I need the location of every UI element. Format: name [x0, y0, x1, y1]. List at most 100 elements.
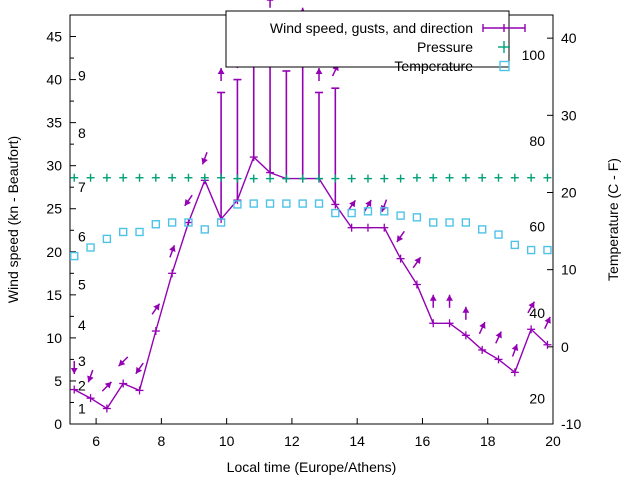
wind-direction-arrow — [101, 381, 113, 392]
x-axis-tick-label: 8 — [157, 433, 165, 449]
temperature-marker — [429, 218, 438, 227]
wind-direction-arrow — [478, 321, 486, 335]
y-axis-title: Wind speed (kn - Beaufort) — [5, 136, 21, 303]
beaufort-label: 8 — [78, 125, 86, 141]
y2-axis-title: Temperature (C - F) — [605, 158, 621, 281]
legend-box — [225, 10, 510, 68]
legend-label: Temperature — [394, 58, 473, 74]
y2-axis-tick-label: 0 — [561, 339, 569, 355]
wind-direction-arrow — [87, 369, 94, 383]
temperature-marker — [86, 243, 95, 252]
wind-direction-arrow — [527, 301, 536, 314]
x-axis-tick-label: 10 — [219, 433, 235, 449]
temperature-marker — [298, 199, 307, 208]
y-axis-tick-label: 20 — [46, 244, 62, 260]
temperature-marker — [118, 227, 128, 237]
wind-direction-arrow — [201, 151, 208, 165]
y2-axis-tick-label: 20 — [561, 184, 577, 200]
fahrenheit-label: 100 — [522, 47, 546, 63]
temperature-marker — [265, 199, 275, 208]
legend-label: Wind speed, gusts, and direction — [270, 20, 473, 36]
x-axis-tick-label: 14 — [349, 433, 365, 449]
temperature-marker — [102, 234, 112, 244]
beaufort-label: 5 — [78, 277, 86, 293]
beaufort-label: 3 — [78, 353, 86, 369]
wind-direction-arrow — [315, 67, 323, 81]
x-axis-tick-label: 6 — [92, 433, 100, 449]
temperature-marker — [380, 207, 389, 216]
temperature-marker — [200, 225, 209, 234]
fahrenheit-label: 40 — [529, 305, 545, 321]
wind-speed-line — [73, 155, 548, 410]
y-axis-tick-label: 5 — [54, 373, 62, 389]
temperature-marker — [494, 230, 503, 239]
temperature-marker — [70, 251, 79, 261]
beaufort-label: 4 — [78, 317, 86, 333]
plot-frame — [69, 14, 554, 425]
x-axis-tick-label: 20 — [545, 433, 561, 449]
temperature-marker — [543, 245, 552, 255]
beaufort-label: 6 — [78, 228, 86, 244]
temperature-marker — [347, 208, 356, 218]
temperature-marker — [249, 199, 258, 208]
wind-direction-arrow — [70, 361, 78, 375]
wind-direction-arrow — [217, 67, 225, 81]
temperature-marker — [314, 199, 324, 208]
wind-direction-arrow — [364, 199, 372, 212]
x-axis-tick-label: 16 — [415, 433, 431, 449]
wind-direction-arrow — [462, 306, 470, 320]
beaufort-label: 9 — [78, 67, 86, 83]
temperature-marker — [526, 245, 536, 255]
y-axis-tick-label: 10 — [46, 330, 62, 346]
beaufort-label: 1 — [78, 401, 86, 417]
wind-direction-arrow — [118, 356, 129, 367]
temperature-marker — [363, 207, 373, 216]
y-axis-tick-label: 40 — [46, 72, 62, 88]
temperature-marker — [233, 200, 242, 209]
wind-direction-arrow — [380, 199, 388, 213]
fahrenheit-label: 20 — [529, 391, 545, 407]
fahrenheit-label: 80 — [529, 133, 545, 149]
temperature-marker — [510, 240, 520, 250]
y-axis-tick-label: 25 — [46, 201, 62, 217]
y-axis-tick-label: 35 — [46, 115, 62, 131]
y-axis-tick-label: 45 — [46, 29, 62, 45]
temperature-marker — [184, 218, 193, 227]
y-axis-tick-label: 0 — [54, 416, 62, 432]
y2-axis-tick-label: 30 — [561, 107, 577, 123]
x-axis-tick-label: 12 — [284, 433, 300, 449]
wind-direction-arrow — [495, 331, 502, 344]
y-axis-tick-label: 15 — [46, 287, 62, 303]
temperature-marker — [445, 218, 454, 227]
temperature-marker — [216, 218, 226, 227]
beaufort-label: 7 — [78, 179, 86, 195]
wind-direction-arrow — [429, 294, 437, 308]
wind-direction-arrow — [151, 303, 161, 315]
beaufort-label: 2 — [78, 377, 86, 393]
wind-direction-arrow — [511, 343, 519, 357]
temperature-marker — [167, 218, 177, 227]
legend-label: Pressure — [417, 39, 473, 55]
wind-direction-arrow — [544, 316, 551, 329]
legend-marker-temperature — [499, 60, 510, 72]
wind-direction-arrow — [266, 0, 274, 8]
wind-direction-arrow — [135, 362, 144, 375]
temperature-marker — [282, 199, 291, 208]
y2-axis-tick-label: 10 — [561, 262, 577, 278]
wind-direction-arrow — [446, 294, 453, 308]
temperature-marker — [396, 211, 405, 220]
x-axis-tick-label: 18 — [480, 433, 496, 449]
temperature-marker — [331, 208, 340, 218]
y2-axis-tick-label: 40 — [561, 30, 577, 46]
wind-direction-arrow — [396, 230, 405, 243]
temperature-marker — [151, 220, 161, 229]
wind-direction-arrow — [412, 256, 422, 269]
temperature-marker — [477, 225, 487, 234]
temperature-marker — [135, 227, 144, 237]
wind-direction-arrow — [169, 244, 176, 258]
y-axis-tick-label: 30 — [46, 158, 62, 174]
y2-axis-tick-label: -10 — [561, 416, 581, 432]
x-axis-title: Local time (Europe/Athens) — [227, 459, 397, 475]
